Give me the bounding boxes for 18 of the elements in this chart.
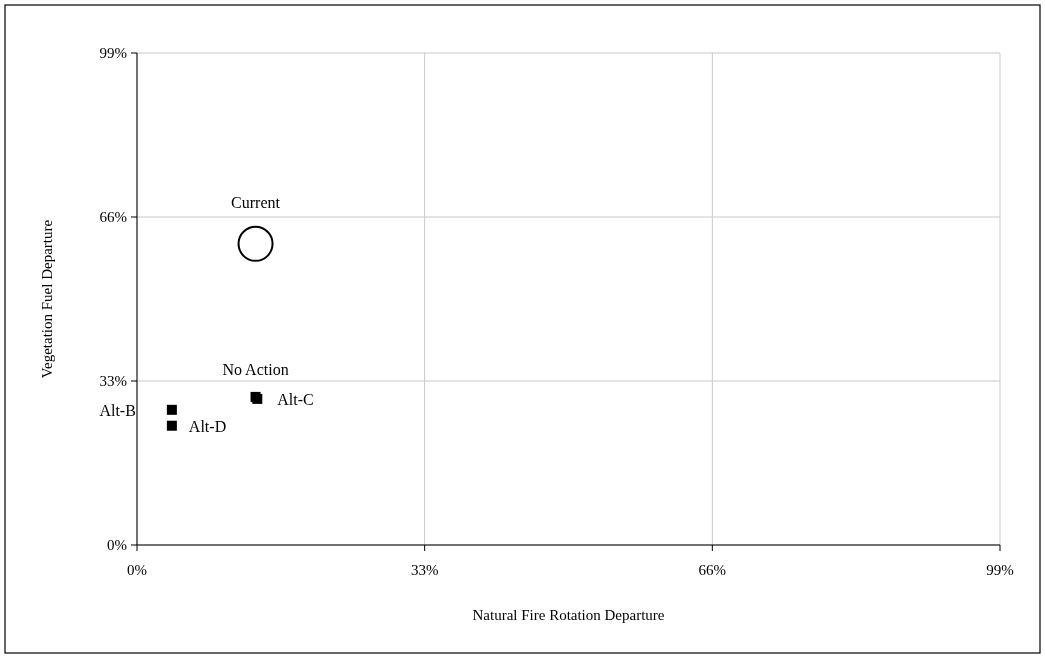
point — [166, 420, 177, 431]
point — [166, 404, 177, 415]
annotation: Alt-B — [99, 401, 136, 419]
x-axis-title: Natural Fire Rotation Departure — [472, 607, 665, 623]
y-tick-label: 66% — [99, 209, 127, 226]
x-tick-label: 33% — [410, 562, 439, 578]
y-tick-label: 0% — [107, 537, 127, 554]
y-tick-label: 33% — [99, 373, 127, 390]
annotation: Alt-D — [188, 417, 227, 435]
annotation: No Action — [222, 360, 289, 378]
annotation: Current — [231, 193, 281, 211]
y-tick-label: 99% — [99, 45, 127, 62]
annotation: Alt-C — [277, 390, 314, 408]
x-tick-label: 0% — [127, 562, 147, 578]
y-axis-title: Vegetation Fuel Departure — [39, 219, 55, 379]
x-tick-label: 99% — [986, 562, 1014, 578]
point — [237, 225, 274, 262]
x-tick-label: 66% — [698, 562, 727, 578]
